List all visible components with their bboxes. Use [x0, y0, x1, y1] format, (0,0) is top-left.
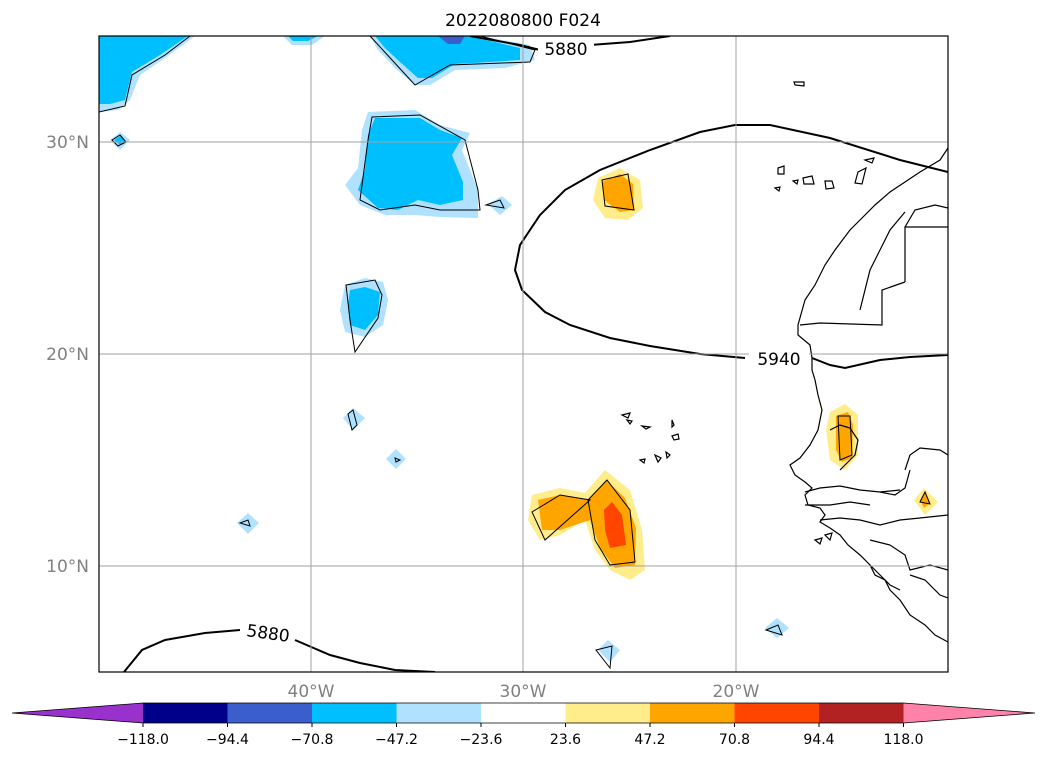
map-content: 5880 5940 5880	[99, 36, 948, 672]
colorbar-segment	[481, 703, 566, 723]
negative-anomaly-shading	[99, 36, 789, 662]
lon-label-20w: 20°W	[713, 682, 760, 702]
lon-label-40w: 40°W	[288, 682, 335, 702]
colorbar: −118.0 −94.4 −70.8 −47.2 −23.6 23.6 47.2 70.8 94…	[11, 702, 1036, 748]
colorbar-tick-label: −47.2	[375, 732, 418, 748]
colorbar-segment	[734, 703, 820, 723]
colorbar-segment	[227, 703, 313, 723]
colorbar-tick-label: −94.4	[206, 732, 249, 748]
map-frame	[98, 35, 949, 673]
gridlines	[99, 36, 948, 672]
colorbar-tick-label: 94.4	[803, 732, 834, 748]
colorbar-tick-label: −23.6	[460, 732, 503, 748]
colorbar-segment	[312, 703, 397, 723]
lat-label-20n: 20°N	[46, 345, 89, 365]
lon-label-30w: 30°W	[500, 682, 547, 702]
colorbar-tick-label: 47.2	[634, 732, 665, 748]
anomaly-contour-lines	[99, 36, 931, 670]
height-contours	[123, 36, 948, 672]
lat-label-30n: 30°N	[46, 133, 89, 153]
colorbar-segment	[819, 703, 904, 723]
colorbar-segment	[143, 703, 228, 723]
map-title: 2022080800 F024	[445, 11, 601, 31]
colorbar-tick-label: 118.0	[883, 732, 923, 748]
colorbar-tick-label: 70.8	[719, 732, 750, 748]
colorbar-tick-label: 23.6	[550, 732, 581, 748]
colorbar-segment	[396, 703, 482, 723]
colorbar-segment	[650, 703, 735, 723]
contour-label-5940: 5940	[757, 350, 800, 370]
colorbar-extend-low	[12, 703, 143, 723]
colorbar-segment	[565, 703, 651, 723]
contour-label-5880-top: 5880	[544, 40, 587, 60]
lat-label-10n: 10°N	[46, 557, 89, 577]
colorbar-tick-label: −118.0	[117, 732, 169, 748]
colorbar-extend-high	[903, 703, 1035, 723]
coastlines	[620, 81, 948, 643]
colorbar-tick-label: −70.8	[291, 732, 334, 748]
